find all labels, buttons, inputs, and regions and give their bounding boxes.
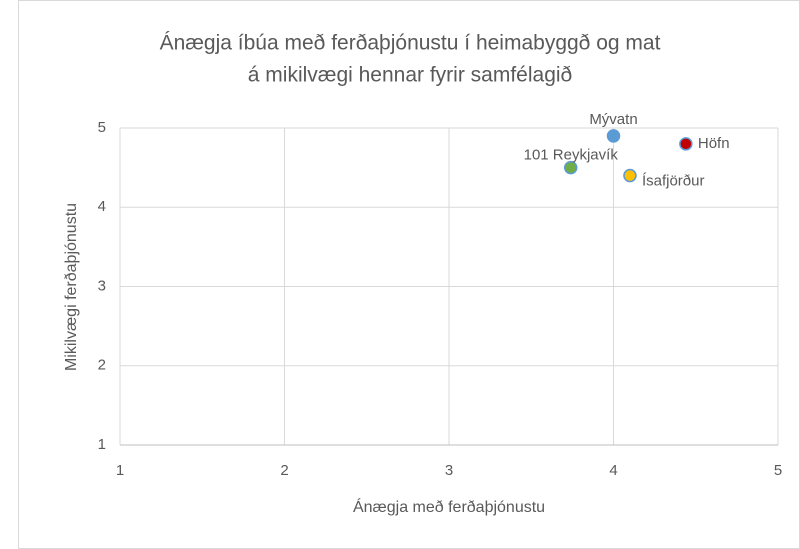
- point: [563, 160, 578, 175]
- point-label: Höfn: [698, 135, 730, 152]
- y-tick-label: 2: [98, 357, 106, 374]
- point-label: 101 Reykjavík: [524, 147, 619, 164]
- x-tick-label: 5: [774, 462, 782, 479]
- x-axis-title: Ánægja með ferðaþjónustu: [353, 497, 545, 516]
- x-tick-label: 4: [609, 462, 617, 479]
- y-tick-label: 5: [98, 119, 106, 136]
- chart-border: [18, 0, 800, 549]
- y-tick-label: 4: [98, 198, 106, 215]
- y-axis-title: Mikilvægi ferðaþjónustu: [63, 203, 80, 371]
- x-tick-label: 1: [116, 462, 124, 479]
- point: [679, 137, 693, 151]
- chart-title: á mikilvægi hennar fyrir samfélagið: [248, 64, 572, 87]
- y-tick-label: 1: [98, 436, 106, 453]
- x-tick-label: 2: [280, 462, 288, 479]
- y-tick-label: 3: [98, 277, 106, 294]
- point: [623, 168, 637, 183]
- point-label: Mývatn: [589, 111, 637, 128]
- chart-title: Ánægja íbúa með ferðaþjónustu í heimabyg…: [160, 32, 661, 55]
- x-tick-label: 3: [445, 462, 453, 479]
- point: [606, 129, 621, 143]
- point-label: Ísafjörður: [642, 173, 705, 190]
